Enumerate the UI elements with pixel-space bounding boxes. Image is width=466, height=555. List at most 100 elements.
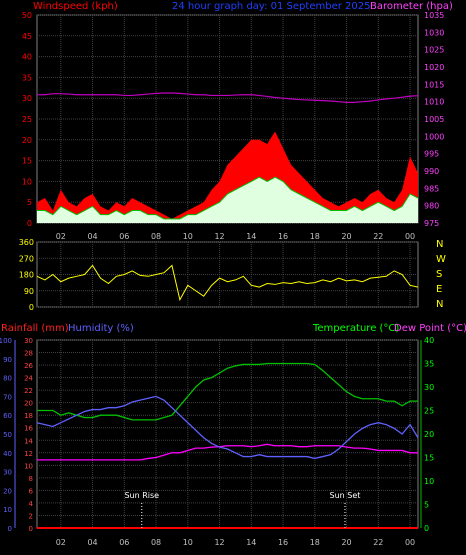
barometer-tick-label: 990 [424, 167, 439, 176]
time-tick-label: 12 [214, 232, 224, 241]
barometer-tick-label: 980 [424, 202, 439, 211]
barometer-tick-label: 1020 [424, 63, 444, 72]
humidity-tick-label: 10 [3, 506, 12, 514]
barometer-tick-label: 975 [424, 219, 439, 228]
time-tick-label: 06 [119, 538, 129, 547]
temperature-tick-label: 0 [424, 524, 429, 533]
time-tick-label: 02 [56, 232, 66, 241]
temperature-tick-label: 35 [424, 360, 434, 369]
windspeed-tick-label: 25 [22, 115, 32, 124]
barometer-tick-label: 1005 [424, 115, 444, 124]
humidity-axis-label: Humidity (%) [68, 323, 134, 334]
rainfall-tick-label: 12 [24, 450, 33, 458]
barometer-tick-label: 1030 [424, 28, 444, 37]
wind-direction-line [36, 264, 419, 302]
time-tick-label: 18 [310, 538, 320, 547]
time-tick-label: 04 [87, 232, 97, 241]
time-tick-label: 18 [310, 232, 320, 241]
direction-tick-label: 180 [19, 271, 34, 280]
dew-point-axis-label: Dew Point (°C) [394, 323, 466, 334]
time-tick-label: 08 [151, 232, 161, 241]
time-tick-label: 16 [278, 232, 288, 241]
sunrise-label: Sun Rise [124, 491, 159, 500]
windspeed-tick-label: 20 [22, 136, 32, 145]
time-tick-label: 00 [405, 232, 415, 241]
barometer-tick-label: 1015 [424, 80, 444, 89]
rainfall-tick-label: 16 [24, 425, 33, 433]
windspeed-tick-label: 50 [22, 11, 32, 20]
barometer-tick-label: 1000 [424, 132, 444, 141]
time-tick-label: 10 [183, 538, 193, 547]
humidity-tick-label: 20 [3, 487, 12, 495]
windspeed-average-area [37, 177, 418, 223]
direction-tick-label: 360 [19, 238, 34, 247]
rainfall-tick-label: 30 [24, 337, 33, 345]
rainfall-tick-label: 4 [29, 500, 34, 508]
time-tick-label: 20 [341, 538, 351, 547]
rainfall-tick-label: 10 [24, 462, 33, 470]
temperature-axis-label: Temperature (°C) [312, 323, 399, 334]
time-tick-label: 02 [56, 538, 66, 547]
temperature-tick-label: 10 [424, 477, 434, 486]
time-tick-label: 06 [119, 232, 129, 241]
temperature-tick-label: 20 [424, 430, 434, 439]
direction-letter-n: N [436, 299, 443, 310]
windspeed-average-line [37, 176, 419, 220]
rainfall-tick-label: 18 [24, 412, 33, 420]
time-tick-label: 16 [278, 538, 288, 547]
temperature-line [37, 362, 418, 421]
time-tick-label: 22 [373, 232, 383, 241]
time-tick-label: 08 [151, 538, 161, 547]
rainfall-tick-label: 26 [24, 362, 33, 370]
barometer-tick-label: 1035 [424, 11, 444, 20]
graph-title: 24 hour graph day: 01 September 2025 [172, 1, 370, 12]
time-tick-label: 04 [87, 538, 97, 547]
windspeed-tick-label: 5 [27, 198, 32, 207]
dew-point-line [37, 443, 418, 461]
rainfall-tick-label: 14 [24, 437, 33, 445]
rainfall-tick-label: 6 [29, 487, 34, 495]
temperature-tick-label: 30 [424, 383, 434, 392]
humidity-tick-label: 30 [3, 469, 12, 477]
rainfall-tick-label: 0 [29, 525, 33, 533]
rainfall-tick-label: 28 [24, 350, 33, 358]
windspeed-axis-label: Windspeed (kph) [33, 1, 118, 12]
time-tick-label: 14 [246, 538, 256, 547]
windspeed-tick-label: 15 [22, 157, 32, 166]
rainfall-tick-label: 20 [24, 400, 33, 408]
windspeed-tick-label: 30 [22, 94, 32, 103]
barometer-axis-label: Barometer (hpa) [370, 1, 453, 12]
direction-letter-n: N [436, 239, 443, 250]
rainfall-tick-label: 24 [24, 375, 33, 383]
barometer-tick-label: 1010 [424, 98, 444, 107]
rainfall-tick-label: 8 [29, 475, 33, 483]
time-tick-label: 00 [405, 538, 415, 547]
windspeed-tick-label: 40 [22, 53, 32, 62]
temperature-tick-label: 5 [424, 501, 429, 510]
windspeed-tick-label: 45 [22, 32, 32, 41]
time-tick-label: 10 [183, 232, 193, 241]
windspeed-tick-label: 0 [27, 219, 32, 228]
time-tick-label: 20 [341, 232, 351, 241]
sunset-label: Sun Set [330, 491, 361, 500]
humidity-tick-label: 50 [3, 431, 12, 439]
barometer-tick-label: 985 [424, 184, 439, 193]
direction-letter-w: W [436, 254, 446, 265]
humidity-tick-label: 70 [3, 393, 12, 401]
direction-letter-s: S [436, 269, 442, 280]
direction-tick-label: 90 [24, 287, 34, 296]
temperature-tick-label: 15 [424, 454, 434, 463]
temperature-tick-label: 40 [424, 336, 434, 345]
windspeed-gust-area [37, 131, 418, 223]
direction-tick-label: 270 [19, 254, 34, 263]
direction-letter-e: E [436, 284, 442, 295]
humidity-tick-label: 40 [3, 450, 12, 458]
humidity-line [36, 395, 419, 460]
barometer-tick-label: 1025 [424, 46, 444, 55]
rainfall-tick-label: 2 [29, 512, 33, 520]
time-tick-label: 14 [246, 232, 256, 241]
rainfall-axis-label: Rainfall (mm) [1, 323, 69, 334]
temperature-tick-label: 25 [424, 407, 434, 416]
barometer-tick-label: 995 [424, 150, 439, 159]
